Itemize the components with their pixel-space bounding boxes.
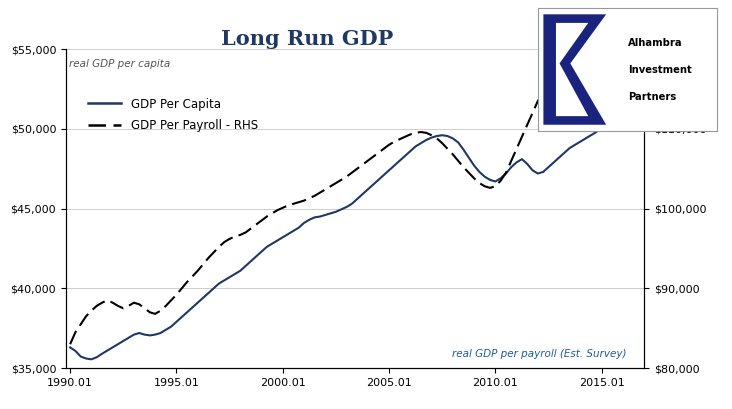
FancyBboxPatch shape <box>538 8 613 131</box>
Polygon shape <box>556 23 589 116</box>
Text: real GDP per payroll (Est. Survey): real GDP per payroll (Est. Survey) <box>452 348 627 359</box>
Polygon shape <box>543 14 606 125</box>
Text: Long Run GDP: Long Run GDP <box>221 29 394 49</box>
Text: real GDP per capita: real GDP per capita <box>69 58 170 69</box>
Text: Alhambra: Alhambra <box>628 38 682 47</box>
Text: Partners: Partners <box>628 92 676 101</box>
Legend: GDP Per Capita, GDP Per Payroll - RHS: GDP Per Capita, GDP Per Payroll - RHS <box>83 93 262 137</box>
Text: Investment: Investment <box>628 65 692 74</box>
